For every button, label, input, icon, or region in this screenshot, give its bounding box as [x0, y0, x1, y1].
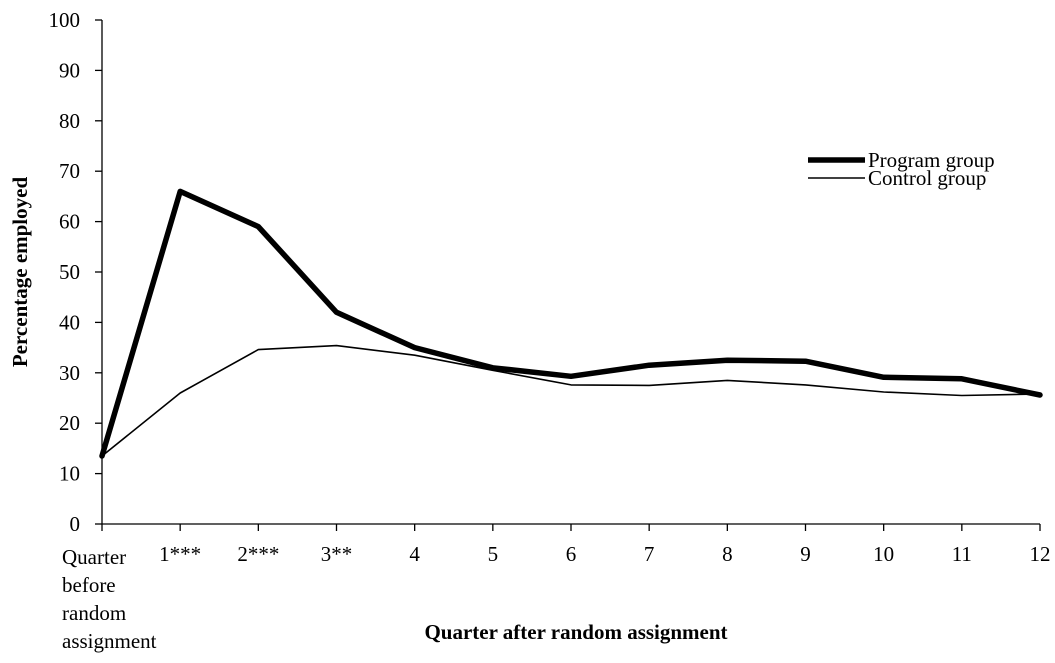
legend-label: Program group — [868, 148, 995, 172]
x-tick-label: 12 — [1030, 542, 1051, 566]
series-layer — [99, 188, 1043, 459]
x-tick-label: 8 — [722, 542, 733, 566]
x-tick-label: 1*** — [159, 542, 201, 566]
y-axis: 0 10 20 30 40 50 60 70 80 90 100 — [49, 8, 103, 536]
x-tick-label: Quarter before random assignment — [62, 545, 157, 653]
x-tick-label: 4 — [409, 542, 420, 566]
x-axis-title: Quarter after random assignment — [424, 620, 727, 644]
y-tick-label: 20 — [59, 411, 80, 435]
x-tick-label: 11 — [952, 542, 972, 566]
x-tick-label: 5 — [488, 542, 499, 566]
y-tick-label: 100 — [49, 8, 81, 32]
y-axis-title: Percentage employed — [8, 177, 32, 368]
y-tick-label: 10 — [59, 462, 80, 486]
y-tick-label: 30 — [59, 361, 80, 385]
x-tick-label: 7 — [644, 542, 655, 566]
x-tick-label: 6 — [566, 542, 577, 566]
x-tick-label: 10 — [873, 542, 894, 566]
legend-label: Control group — [868, 166, 986, 190]
y-tick-label: 80 — [59, 109, 80, 133]
y-tick-label: 70 — [59, 159, 80, 183]
x-tick-label: 3** — [321, 542, 353, 566]
y-tick-label: 90 — [59, 58, 80, 82]
series-line-control-group — [101, 344, 1041, 457]
x-tick-label: 9 — [800, 542, 811, 566]
series-line-program-group — [99, 188, 1043, 459]
x-tick-label: 2*** — [237, 542, 279, 566]
y-tick-label: 0 — [70, 512, 81, 536]
y-tick-label: 50 — [59, 260, 80, 284]
y-tick-label: 60 — [59, 210, 80, 234]
y-tick-label: 40 — [59, 310, 80, 334]
